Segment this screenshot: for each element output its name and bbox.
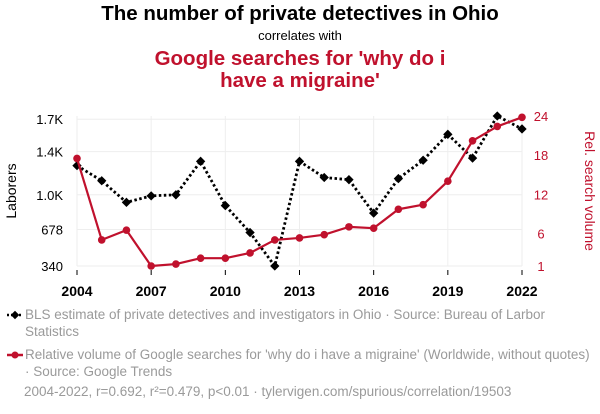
correlation-chart: 340 678 1.0K 1.4K 1.7K 1 6 12 18 24 2004 2007 2010 20… (3, 109, 598, 299)
x-tick-label: 2010 (210, 283, 241, 299)
data-point-searches (295, 234, 304, 242)
y-right-axis-label: Rel. search volume (582, 131, 598, 251)
data-point-searches (97, 236, 106, 244)
data-point-searches (493, 122, 502, 131)
x-tick-label: 2004 (61, 283, 92, 299)
data-point-searches (345, 223, 353, 231)
data-point-detectives (492, 111, 502, 121)
y-right-tick-label: 12 (534, 187, 548, 202)
y-right-tick-label: 18 (534, 148, 548, 163)
chart-title-secondary: Google searches for 'why do i have a mig… (154, 47, 446, 92)
data-point-searches (172, 260, 180, 268)
legend-item-searches: Relative volume of Google searches for '… (6, 346, 596, 382)
x-tick-label: 2022 (506, 283, 537, 299)
legend-label-searches: Relative volume of Google searches for '… (25, 347, 590, 379)
data-point-detectives (245, 227, 255, 238)
legend-item-detectives: BLS estimate of private detectives and i… (6, 306, 596, 342)
data-point-detectives (319, 172, 329, 183)
data-point-searches (270, 236, 279, 244)
data-point-detectives (146, 191, 156, 201)
data-point-detectives (418, 155, 428, 165)
data-point-searches (246, 249, 254, 257)
data-point-detectives (294, 156, 305, 166)
y-left-tick-label: 1.4K (36, 145, 63, 160)
legend-swatch-searches (7, 351, 23, 359)
data-point-searches (419, 200, 427, 209)
data-point-searches (394, 205, 403, 214)
y-left-tick-label: 678 (41, 223, 63, 238)
data-point-detectives (517, 124, 527, 134)
data-point-searches (444, 177, 452, 186)
x-tick-label: 2016 (358, 283, 389, 299)
data-point-searches (369, 224, 378, 232)
data-point-searches (221, 254, 230, 262)
data-point-searches (518, 113, 526, 122)
legend-label-detectives: BLS estimate of private detectives and i… (25, 307, 546, 339)
data-point-detectives (195, 156, 206, 166)
data-point-detectives (220, 200, 231, 211)
y-left-tick-label: 340 (41, 259, 63, 274)
grid-lines (76, 116, 523, 267)
data-point-searches (73, 154, 81, 163)
series (72, 111, 527, 271)
data-point-searches (147, 262, 155, 270)
data-point-detectives (171, 190, 181, 200)
data-point-searches (468, 136, 477, 145)
data-point-detectives (121, 197, 132, 207)
x-tick-label: 2007 (136, 283, 167, 299)
data-point-detectives (270, 261, 280, 271)
data-point-detectives (443, 129, 453, 140)
x-tick-label: 2019 (432, 283, 463, 299)
data-point-detectives (344, 175, 354, 185)
y-left-tick-label: 1.0K (36, 188, 63, 203)
legend-swatch-detectives (7, 310, 23, 320)
data-point-detectives (467, 153, 478, 163)
y-left-axis-label: Laborers (3, 163, 19, 218)
y-right-tick-label: 1 (537, 259, 544, 274)
x-tick-label: 2013 (284, 283, 315, 299)
data-point-searches (196, 254, 205, 262)
y-right-tick-label: 24 (534, 109, 548, 124)
stats-footer: 2004-2022, r=0.692, r²=0.479, p<0.01 · t… (24, 384, 512, 399)
chart-subtitle: correlates with (258, 28, 342, 43)
data-point-detectives (393, 173, 404, 184)
chart-title: The number of private detectives in Ohio (101, 2, 499, 25)
y-right-tick-label: 6 (537, 226, 544, 241)
data-point-detectives (368, 208, 379, 218)
y-left-tick-label: 1.7K (36, 112, 63, 127)
data-point-detectives (97, 176, 107, 186)
data-point-searches (122, 226, 131, 234)
axes: 340 678 1.0K 1.4K 1.7K 1 6 12 18 24 2004 2007 2010 20… (36, 109, 548, 299)
data-point-searches (320, 230, 329, 239)
